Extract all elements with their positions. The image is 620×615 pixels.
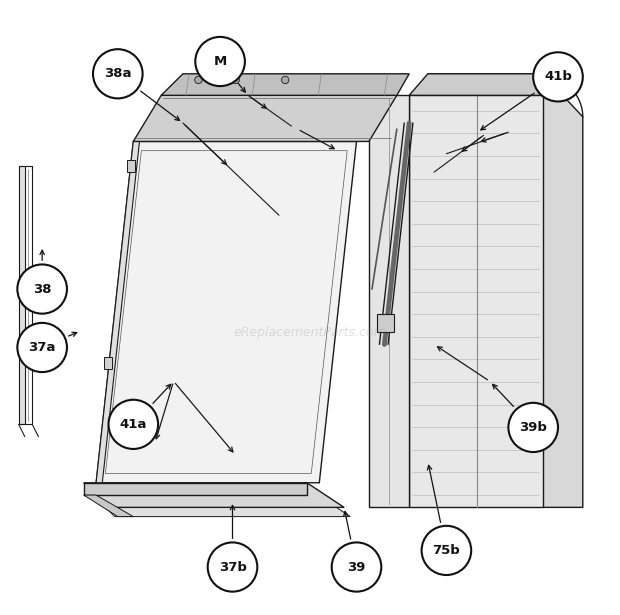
Circle shape bbox=[108, 400, 158, 449]
Polygon shape bbox=[84, 495, 133, 517]
Polygon shape bbox=[96, 141, 140, 483]
Circle shape bbox=[533, 52, 583, 101]
Polygon shape bbox=[90, 492, 350, 517]
Circle shape bbox=[93, 49, 143, 98]
Polygon shape bbox=[84, 483, 344, 507]
Polygon shape bbox=[127, 160, 135, 172]
Circle shape bbox=[422, 526, 471, 575]
Circle shape bbox=[232, 76, 239, 84]
Polygon shape bbox=[19, 166, 25, 424]
Text: 38a: 38a bbox=[104, 67, 131, 81]
Polygon shape bbox=[369, 95, 409, 507]
Polygon shape bbox=[104, 357, 112, 369]
Polygon shape bbox=[84, 483, 307, 495]
Text: 37b: 37b bbox=[219, 560, 246, 574]
Polygon shape bbox=[161, 74, 409, 95]
Text: 39: 39 bbox=[347, 560, 366, 574]
Polygon shape bbox=[409, 74, 542, 95]
Text: M: M bbox=[213, 55, 227, 68]
Circle shape bbox=[332, 542, 381, 592]
Circle shape bbox=[281, 76, 289, 84]
Text: 41b: 41b bbox=[544, 70, 572, 84]
Circle shape bbox=[195, 37, 245, 86]
Text: 41a: 41a bbox=[120, 418, 147, 431]
Polygon shape bbox=[133, 95, 397, 141]
Polygon shape bbox=[409, 95, 542, 507]
Text: eReplacementParts.com: eReplacementParts.com bbox=[234, 325, 386, 339]
Text: 39b: 39b bbox=[520, 421, 547, 434]
Circle shape bbox=[17, 264, 67, 314]
Circle shape bbox=[508, 403, 558, 452]
Text: 37a: 37a bbox=[29, 341, 56, 354]
Text: 38: 38 bbox=[33, 282, 51, 296]
Text: 75b: 75b bbox=[433, 544, 460, 557]
Circle shape bbox=[17, 323, 67, 372]
Polygon shape bbox=[377, 314, 394, 332]
Circle shape bbox=[208, 542, 257, 592]
Polygon shape bbox=[96, 141, 356, 483]
Polygon shape bbox=[428, 74, 583, 507]
Circle shape bbox=[195, 76, 202, 84]
